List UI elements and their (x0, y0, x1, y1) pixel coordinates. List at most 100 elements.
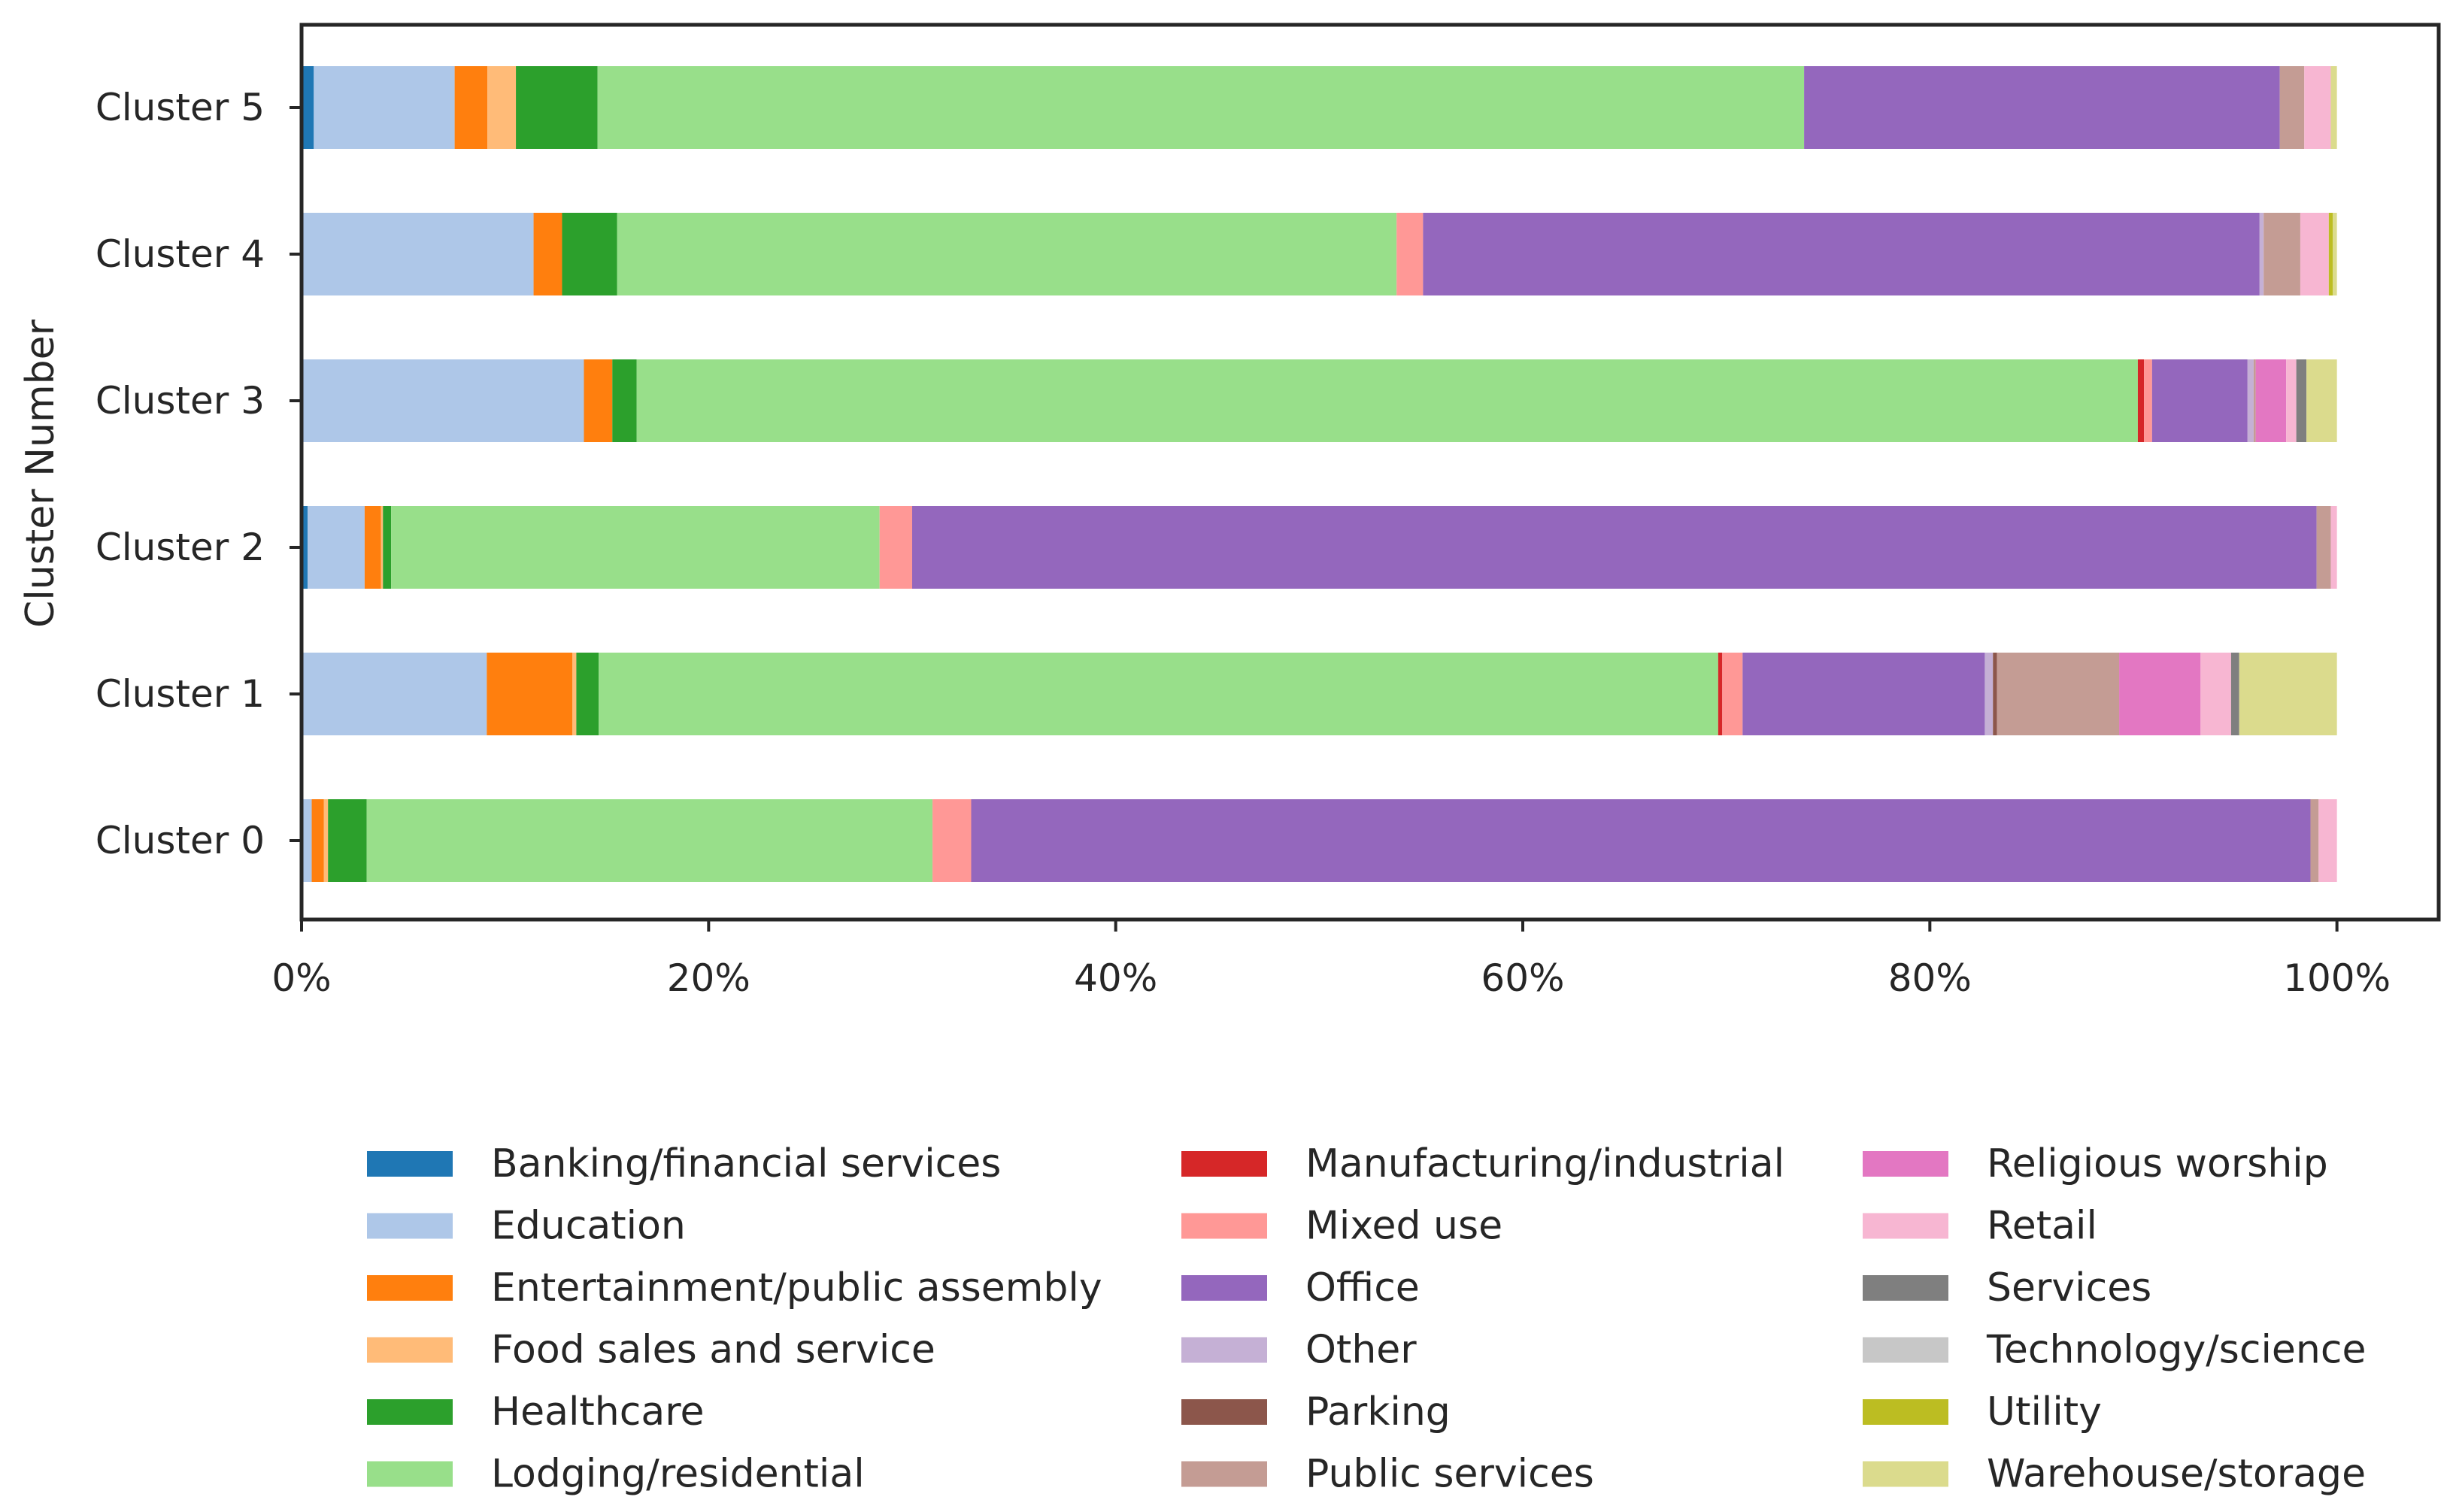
bar-segment (2253, 359, 2256, 442)
legend-swatch (367, 1213, 453, 1239)
legend-label: Lodging/residential (491, 1452, 865, 1497)
bar-segment (533, 213, 562, 295)
bar-segment (302, 799, 312, 882)
bar-segment (1742, 653, 1985, 735)
legend-item: Food sales and service (367, 1328, 935, 1373)
bar-segment (597, 66, 1805, 149)
bar-segment (879, 506, 912, 589)
x-tick-label: 40% (1074, 956, 1157, 1000)
y-tick-label: Cluster 3 (96, 379, 265, 423)
x-tick-label: 80% (1888, 956, 1972, 1000)
y-tick-label: Cluster 2 (96, 526, 265, 569)
legend-label: Parking (1305, 1389, 1451, 1435)
legend-swatch (1181, 1461, 1267, 1487)
bar-segment (2200, 653, 2231, 735)
bar-segment (2330, 66, 2337, 149)
bar-segment (302, 213, 534, 295)
bar-segment (2286, 359, 2297, 442)
legend-swatch (367, 1275, 453, 1301)
bar-segment (2328, 213, 2333, 295)
bar-segment (323, 799, 329, 882)
bar-segment (2230, 653, 2239, 735)
y-tick-label: Cluster 1 (96, 672, 265, 716)
bar-segment (381, 506, 384, 589)
legend-item: Services (1863, 1265, 2151, 1311)
bar-segment (2310, 799, 2319, 882)
legend-item: Office (1181, 1265, 1420, 1311)
legend-item: Mixed use (1181, 1204, 1502, 1249)
legend-item: Parking (1181, 1389, 1451, 1435)
legend-label: Entertainment/public assembly (491, 1265, 1102, 1311)
legend-label: Education (491, 1204, 686, 1249)
bar-segment (562, 213, 617, 295)
bar-segment (2144, 359, 2152, 442)
bars-layer (302, 66, 2337, 882)
legend-label: Other (1305, 1328, 1417, 1373)
bar-segment (487, 653, 572, 735)
legend-item: Education (367, 1204, 686, 1249)
legend-swatch (1181, 1275, 1267, 1301)
legend-swatch (1863, 1151, 1948, 1177)
legend-item: Utility (1863, 1389, 2102, 1435)
legend-item: Manufacturing/industrial (1181, 1141, 1784, 1186)
bar-group (302, 799, 2337, 882)
legend-label: Warehouse/storage (1987, 1452, 2366, 1497)
legend-swatch (1863, 1461, 1948, 1487)
bar-segment (2259, 213, 2264, 295)
bar-segment (617, 213, 1397, 295)
y-axis: Cluster 0 Cluster 1 Cluster 2 Cluster 3 Clus… (96, 86, 302, 862)
legend-swatch (1181, 1151, 1267, 1177)
bar-segment (2333, 213, 2337, 295)
legend-item: Religious worship (1863, 1141, 2328, 1186)
legend-item: Healthcare (367, 1389, 704, 1435)
legend-label: Technology/science (1986, 1328, 2366, 1373)
bar-group (302, 66, 2337, 149)
y-tick-label: Cluster 5 (96, 86, 265, 129)
x-tick-label: 0% (271, 956, 331, 1000)
legend-label: Mixed use (1305, 1204, 1502, 1249)
x-tick-label: 100% (2283, 956, 2391, 1000)
bar-segment (2316, 506, 2331, 589)
bar-segment (302, 653, 487, 735)
legend-label: Healthcare (491, 1389, 704, 1435)
legend-item: Technology/science (1863, 1328, 2366, 1373)
bar-segment (308, 506, 365, 589)
bar-segment (1993, 653, 1997, 735)
legend-item: Warehouse/storage (1863, 1452, 2366, 1497)
x-tick-label: 20% (667, 956, 750, 1000)
bar-segment (364, 506, 381, 589)
legend-swatch (367, 1151, 453, 1177)
bar-segment (1804, 66, 2280, 149)
legend-swatch (1863, 1275, 1948, 1301)
bar-segment (1984, 653, 1994, 735)
bar-group (302, 506, 2337, 589)
plot-frame (299, 23, 2441, 922)
bar-segment (2306, 359, 2337, 442)
legend: Banking/financial services Education Enter… (367, 1141, 2366, 1497)
y-tick-label: Cluster 4 (96, 232, 265, 276)
legend-label: Religious worship (1987, 1141, 2328, 1186)
bar-segment (2263, 213, 2300, 295)
bar-segment (2137, 359, 2145, 442)
y-axis-title: Cluster Number (18, 319, 63, 628)
bar-segment (314, 66, 455, 149)
bar-segment (636, 359, 2138, 442)
bar-segment (302, 66, 314, 149)
bar-segment (454, 66, 488, 149)
bar-segment (2119, 653, 2201, 735)
legend-swatch (1863, 1399, 1948, 1425)
legend-swatch (1863, 1337, 1948, 1363)
legend-label: Utility (1987, 1389, 2102, 1435)
bar-segment (1396, 213, 1424, 295)
legend-swatch (1181, 1213, 1267, 1239)
legend-swatch (1863, 1213, 1948, 1239)
bar-segment (2239, 653, 2337, 735)
bar-segment (2300, 213, 2329, 295)
legend-label: Public services (1305, 1452, 1594, 1497)
bar-segment (1423, 213, 2260, 295)
legend-label: Office (1305, 1265, 1420, 1311)
bar-segment (328, 799, 367, 882)
bar-segment (2304, 66, 2331, 149)
y-tick-label: Cluster 0 (96, 819, 265, 862)
